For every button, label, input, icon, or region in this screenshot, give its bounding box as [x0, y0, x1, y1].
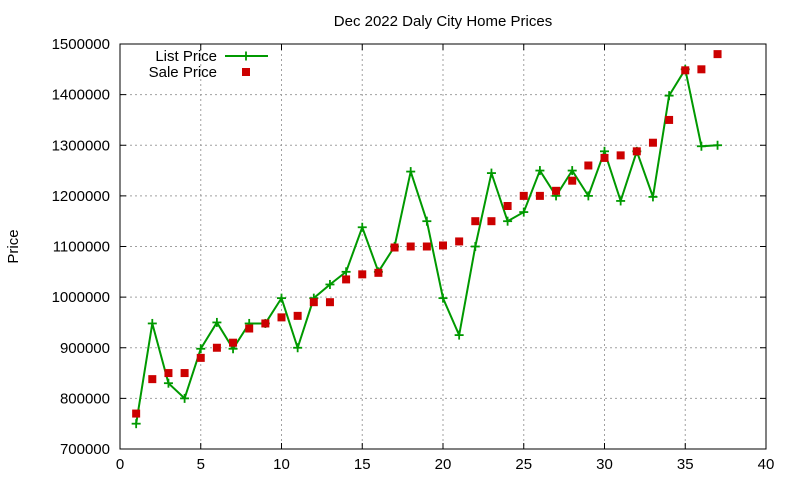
x-tick-label: 35 [677, 456, 694, 473]
y-tick-label: 1100000 [53, 239, 110, 256]
legend: List Price Sale Price [149, 48, 268, 81]
list-price-point [438, 293, 448, 303]
sale-price-point [358, 270, 367, 279]
list-price-point [567, 166, 577, 176]
sale-price-point [568, 176, 577, 185]
list-price-point [163, 378, 173, 388]
list-price-point [454, 330, 464, 340]
sale-price-point [519, 191, 528, 200]
sale-price-point [503, 202, 512, 210]
list-price-point [535, 166, 545, 176]
sale-price-point [196, 353, 205, 362]
list-price-point [357, 222, 367, 232]
x-tick-label: 25 [515, 456, 532, 473]
list-price-point [583, 191, 593, 201]
y-tick-label: 900000 [60, 340, 110, 357]
y-tick-label: 800000 [60, 390, 110, 407]
y-tick-labels: 700000 800000 900000 1000000 1100000 1200000 1… [52, 36, 110, 458]
x-tick-label: 5 [197, 456, 205, 473]
list-price-point [664, 91, 674, 101]
sale-price-point [325, 298, 334, 307]
x-tick-labels: 0 5 10 15 20 25 30 35 40 [116, 456, 775, 473]
sale-price-point [148, 375, 157, 384]
list-price-point [212, 317, 222, 327]
sale-price-point [309, 298, 318, 307]
legend-marker-list-price [241, 51, 251, 61]
x-tick-label: 0 [116, 456, 124, 473]
legend-plus-glyph [241, 51, 251, 61]
sale-price-point [277, 313, 286, 322]
list-price-point [503, 216, 513, 226]
x-tick-label: 20 [435, 456, 452, 473]
list-price-point [406, 167, 416, 177]
list-price-point [486, 168, 496, 178]
list-price-point [519, 207, 529, 217]
sale-price-point [471, 217, 480, 226]
sale-price-point [713, 50, 722, 59]
list-price-point [422, 216, 432, 226]
list-price-point [325, 279, 335, 289]
list-price-point [616, 196, 626, 206]
legend-label-sale-price: Sale Price [149, 64, 217, 81]
sale-price-point [132, 409, 141, 418]
sale-price-point [245, 324, 254, 333]
sale-price-point [632, 147, 641, 156]
sale-price-point [648, 138, 657, 147]
list-price-point [696, 141, 706, 151]
list-price-point [293, 343, 303, 353]
list-price-point [648, 192, 658, 202]
sale-price-point [535, 191, 544, 200]
series-layer [131, 50, 723, 429]
y-tick-label: 1200000 [52, 188, 110, 205]
list-price-point [277, 293, 286, 303]
chart-title: Dec 2022 Daly City Home Prices [334, 13, 552, 30]
sale-price-point [439, 241, 447, 250]
sale-price-point [164, 369, 173, 378]
list-price-point [341, 267, 351, 277]
x-tick-label: 30 [596, 456, 613, 473]
sale-price-point [293, 311, 302, 320]
y-tick-label: 1300000 [52, 137, 110, 154]
sale-price-point [374, 268, 383, 277]
sale-price-point [697, 65, 706, 74]
sale-price-point [665, 115, 674, 124]
y-tick-label: 1000000 [52, 289, 110, 306]
sale-price-point [487, 217, 496, 226]
sale-price-point [455, 237, 464, 246]
list-price-point [470, 242, 480, 251]
y-axis-label: Price [5, 229, 22, 263]
sale-price-point [212, 343, 221, 352]
sale-price-point [342, 275, 351, 284]
sale-price-point [390, 243, 399, 252]
x-tick-label: 15 [354, 456, 371, 473]
sale-price-point [180, 369, 189, 378]
sale-price-point [681, 66, 690, 75]
sale-price-point [422, 242, 431, 251]
sale-price-point [229, 338, 238, 347]
y-tick-label: 700000 [60, 441, 110, 458]
list-price-point [147, 318, 157, 328]
x-tick-label: 40 [758, 456, 775, 473]
sale-price-point [261, 319, 270, 328]
sale-price-point [600, 153, 609, 162]
sale-price-point [616, 151, 625, 160]
list-price-point [131, 419, 141, 429]
sale-price-point [406, 242, 415, 251]
y-tick-label: 1500000 [52, 36, 110, 53]
y-tick-label: 1400000 [52, 87, 110, 104]
legend-label-list-price: List Price [155, 48, 217, 65]
legend-marker-sale-price [242, 68, 250, 76]
sale-price-point [552, 186, 561, 195]
x-tick-label: 10 [273, 456, 290, 473]
list-price-point [180, 393, 190, 403]
list-price-point [196, 344, 206, 354]
plot-frame [119, 43, 767, 450]
list-price-point [713, 140, 723, 150]
sale-price-point [584, 161, 593, 170]
